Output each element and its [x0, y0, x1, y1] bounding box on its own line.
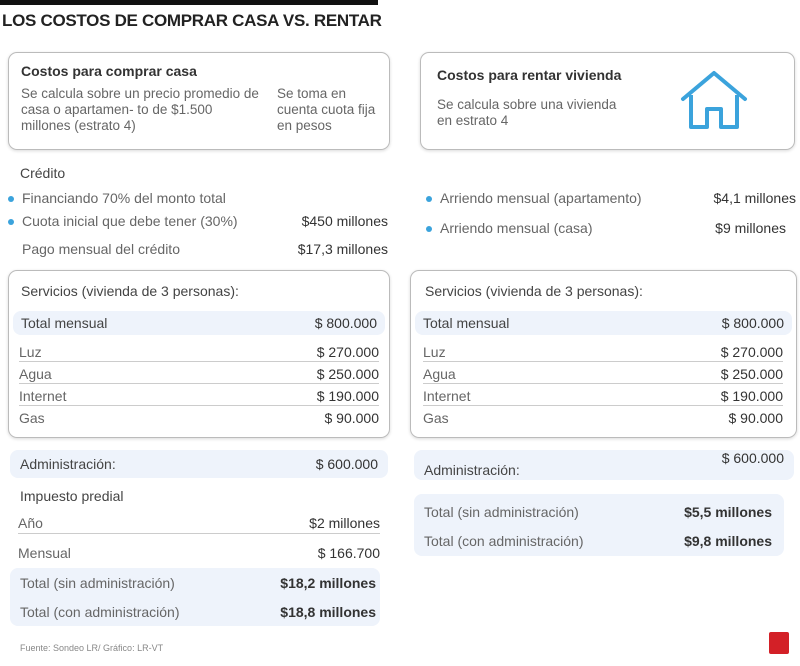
buy-heading: Costos para comprar casa — [21, 63, 197, 79]
buy-services-box: Servicios (vivienda de 3 personas): Tota… — [8, 270, 390, 438]
credit-item: Financiando 70% del monto total — [8, 190, 388, 206]
buy-note-price: Se calcula sobre un precio promedio de c… — [21, 86, 259, 133]
buy-admin-row: Administración: $ 600.000 — [10, 450, 388, 478]
service-row: Luz $ 270.000 — [423, 342, 783, 362]
service-row: Agua $ 250.000 — [423, 364, 783, 384]
source-footer: Fuente: Sondeo LR/ Gráfico: LR-VT — [20, 643, 164, 653]
total-row: Total (sin administración) $18,2 millones — [20, 575, 376, 591]
credit-item: Pago mensual del crédito $17,3 millones — [22, 241, 388, 257]
credit-heading: Crédito — [20, 165, 66, 181]
page-title: LOS COSTOS DE COMPRAR CASA VS. RENTAR — [2, 11, 382, 30]
services-total-row: Total mensual $ 800.000 — [13, 311, 385, 335]
buy-note-fee: Se toma en cuenta cuota fija en pesos — [277, 86, 376, 133]
bullet-icon — [426, 226, 432, 233]
credit-item: Cuota inicial que debe tener (30%) $450 m… — [8, 213, 388, 229]
total-row: Total (con administración) $18,8 millones — [20, 604, 376, 620]
total-row: Total (con administración) $9,8 millones — [424, 533, 772, 549]
service-row: Luz $ 270.000 — [19, 342, 379, 362]
service-row: Internet $ 190.000 — [423, 386, 783, 406]
service-row: Agua $ 250.000 — [19, 364, 379, 384]
rental-item: Arriendo mensual (casa) $9 millones — [426, 220, 786, 236]
rent-totals: Total (sin administración) $5,5 millones … — [414, 494, 784, 556]
buy-intro-box: Costos para comprar casa Se calcula sobr… — [8, 52, 390, 150]
rent-intro-box: Costos para rentar vivienda Se calcula s… — [420, 52, 795, 150]
services-heading: Servicios (vivienda de 3 personas): — [21, 283, 239, 299]
rent-admin-row: Administración: $ 600.000 — [414, 450, 794, 480]
total-row: Total (sin administración) $5,5 millones — [424, 504, 772, 520]
rent-heading: Costos para rentar vivienda — [437, 67, 622, 83]
predial-heading: Impuesto predial — [20, 488, 124, 504]
bullet-icon — [8, 196, 14, 203]
service-row: Gas $ 90.000 — [19, 410, 379, 426]
bullet-icon — [8, 219, 14, 226]
rental-item: Arriendo mensual (apartamento) $4,1 millo… — [426, 190, 796, 206]
bullet-icon — [426, 196, 432, 203]
services-heading: Servicios (vivienda de 3 personas): — [425, 283, 643, 299]
lr-logo — [769, 632, 789, 654]
top-bar — [0, 0, 378, 5]
rent-note: Se calcula sobre una vivienda en estrato… — [437, 97, 617, 128]
predial-year-row: Año $2 millones — [18, 512, 380, 534]
predial-month-row: Mensual $ 166.700 — [18, 545, 380, 561]
service-row: Internet $ 190.000 — [19, 386, 379, 406]
service-row: Gas $ 90.000 — [423, 410, 783, 426]
services-total-row: Total mensual $ 800.000 — [415, 311, 792, 335]
rent-services-box: Servicios (vivienda de 3 personas): Tota… — [410, 270, 797, 438]
buy-totals: Total (sin administración) $18,2 millones… — [10, 568, 380, 626]
house-icon — [681, 71, 747, 129]
